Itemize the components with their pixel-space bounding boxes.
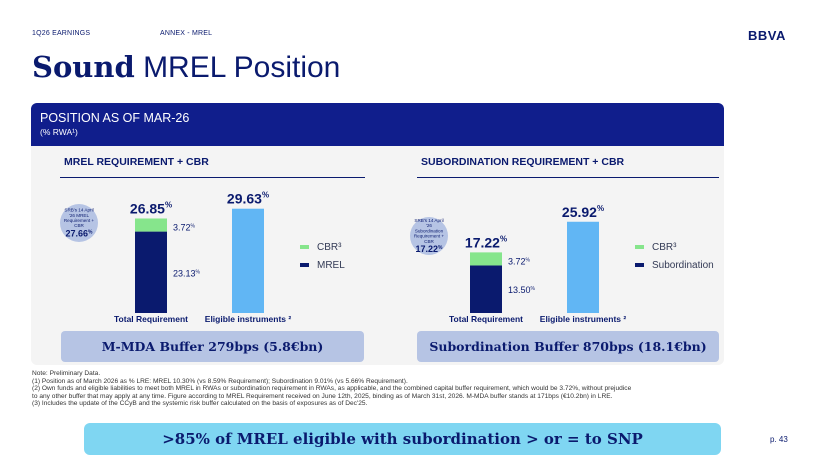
requirement-badge: SRB's 14 April'26SubordinationRequiremen… (410, 217, 448, 255)
cbr-value-label: 3.72% (508, 256, 531, 266)
subordination-chart-svg: SRB's 14 April'26SubordinationRequiremen… (410, 204, 627, 324)
badge-line: CBR (424, 239, 434, 244)
total-requirement-label: 17.22% (465, 234, 507, 250)
mrel-legend: CBR³ MREL (300, 238, 345, 274)
cbr-value-label: 3.72% (173, 222, 196, 232)
mrel-chart: SRB's 14 April '26 MREL Requirement + CBR 27… (0, 0, 370, 335)
footnote: Note: Preliminary Data. (32, 370, 101, 377)
bar-base (470, 265, 502, 313)
legend-label-subordination: Subordination (652, 259, 714, 271)
key-message-banner: >85% of MREL eligible with subordination… (84, 423, 721, 455)
badge-line: Requirement + (64, 218, 95, 223)
mrel-section-divider (60, 177, 365, 178)
legend-swatch-cbr (635, 245, 644, 249)
legend-label-mrel: MREL (317, 259, 345, 271)
title-bold: Sound (32, 50, 135, 84)
footnote: (3) Includes the update of the CCyB and … (32, 400, 368, 408)
bar-eligible (567, 221, 599, 313)
subordination-section-title: SUBORDINATION REQUIREMENT + CBR (421, 156, 625, 168)
eligible-value-label: 29.63% (227, 191, 269, 207)
legend-swatch-mrel (300, 263, 309, 267)
eligible-value-label: 25.92% (562, 204, 604, 220)
footnote: (1) Position as of March 2026 as % LRE: … (32, 377, 408, 385)
legend-item-cbr: CBR³ (300, 238, 345, 256)
bbva-logo: BBVA (748, 28, 786, 43)
base-value-label: 13.50% (508, 285, 536, 295)
title-rest: MREL Position (134, 51, 341, 84)
bar-eligible (232, 208, 264, 313)
badge-line: Requirement + (414, 234, 445, 239)
panel-header: POSITION AS OF MAR-26 (% RWA¹) (31, 103, 724, 146)
badge-circle (60, 204, 98, 242)
panel-title: POSITION AS OF MAR-26 (40, 111, 190, 125)
legend-swatch-subordination (635, 263, 644, 267)
legend-label-cbr: CBR³ (317, 241, 342, 253)
bar-cbr (470, 252, 502, 266)
badge-line: CBR (74, 223, 84, 228)
badge-value: 27.66% (66, 228, 94, 238)
total-requirement-label: 26.85% (130, 200, 172, 216)
badge-line: SRB's 14 April (414, 218, 443, 223)
badge-value: 17.22% (416, 244, 444, 254)
badge-line: '26 (426, 223, 432, 228)
legend-item-mrel: MREL (300, 256, 345, 274)
badge-line: '26 MREL (69, 213, 89, 218)
badge-line: SRB's 14 April (64, 208, 93, 213)
page-number: p. 43 (770, 435, 788, 444)
base-value-label: 23.13% (173, 268, 201, 278)
subordination-chart: SRB's 14 April '26 Subordination Requiremen… (410, 204, 627, 324)
subordination-section-divider (417, 177, 719, 178)
position-panel: POSITION AS OF MAR-26 (% RWA¹) (31, 103, 724, 365)
x-label-eligible-instruments: Eligible instruments ² (205, 314, 292, 324)
mrel-section-title: MREL REQUIREMENT + CBR (64, 156, 209, 168)
x-label-total-requirement: Total Requirement (449, 314, 523, 324)
footnote: (2) Own funds and eligible liabilities t… (32, 385, 632, 393)
bar-base (135, 231, 167, 313)
badge-line: Subordination (415, 228, 444, 233)
legend-label-cbr: CBR³ (652, 241, 677, 253)
subordination-buffer-box: Subordination Buffer 870bps (18.1€bn) (417, 331, 719, 362)
page-title: Sound MREL Position (32, 50, 340, 85)
panel-subtitle: (% RWA¹) (40, 127, 78, 137)
subordination-legend: CBR³ Subordination (635, 238, 714, 274)
mrel-buffer-box: M-MDA Buffer 279bps (5.8€bn) (61, 331, 364, 362)
legend-item-cbr: CBR³ (635, 238, 714, 256)
footnote: to any other buffer that may apply at an… (32, 392, 613, 400)
header-earnings-label: 1Q26 EARNINGS (32, 30, 91, 37)
x-label-total-requirement: Total Requirement (114, 314, 188, 324)
badge-circle (410, 217, 448, 255)
legend-swatch-cbr (300, 245, 309, 249)
bar-cbr (135, 218, 167, 232)
x-label-eligible-instruments: Eligible instruments ² (540, 314, 627, 324)
legend-item-subordination: Subordination (635, 256, 714, 274)
header-section-label: ANNEX - MREL (160, 30, 213, 37)
footnotes: Note: Preliminary Data. (1) Position as … (32, 370, 762, 408)
